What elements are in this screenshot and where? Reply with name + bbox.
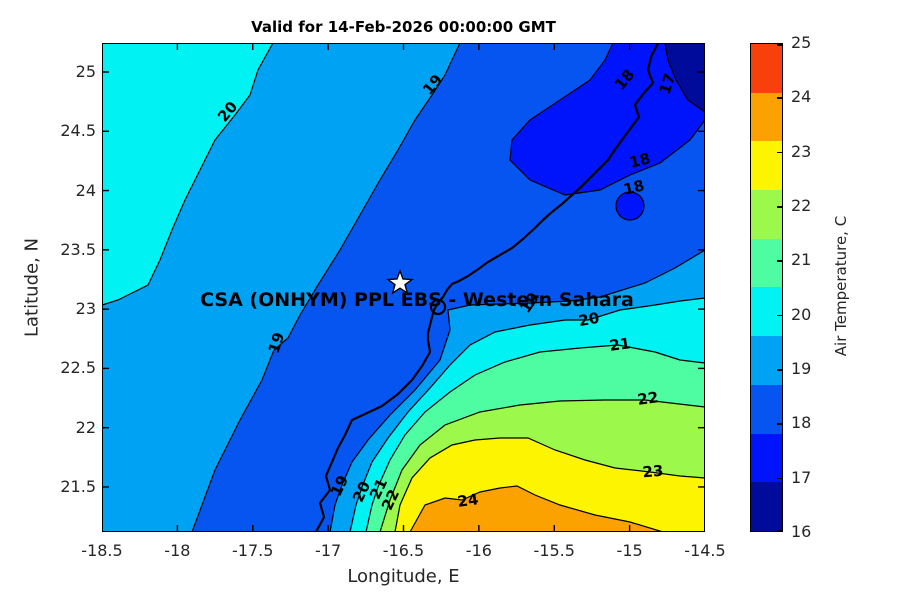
y-tick-label-22.5: 22.5: [60, 358, 96, 378]
colorbar-segment: [751, 336, 782, 385]
contour-label-18: 18: [622, 176, 647, 199]
colorbar-segment: [751, 190, 782, 239]
contour-label-21: 21: [608, 334, 631, 355]
colorbar-segment: [751, 384, 782, 434]
contour-line-19-west: [191, 43, 461, 532]
contour-line-19-southeast: [329, 249, 705, 532]
y-tick-label-21.5: 21.5: [60, 476, 96, 496]
colorbar-tick-mark: [777, 97, 783, 99]
colorbar-tick-label-19: 19: [791, 359, 812, 378]
x-tick-label--18: -18: [164, 541, 191, 560]
x-tick-label--15.5: -15.5: [533, 541, 575, 560]
temp-band-17-18-small-blob: [615, 191, 645, 221]
y-tick-label-25: 25: [75, 62, 96, 81]
colorbar: [750, 43, 783, 532]
contour-line-21-southeast: [365, 344, 705, 532]
colorbar-tick-label-16: 16: [791, 522, 812, 541]
colorbar-segment: [751, 44, 782, 93]
contour-lines: [102, 43, 705, 532]
colorbar-tick-label-20: 20: [791, 304, 812, 324]
colorbar-title: Air Temperature, C: [832, 215, 850, 357]
coastline: [315, 43, 659, 532]
x-tick-label--15: -15: [616, 541, 643, 560]
y-tick-label-24.5: 24.5: [60, 121, 96, 141]
y-axis-title: Latitude, N: [21, 238, 43, 337]
colorbar-segment: [751, 92, 782, 142]
colorbar-segment: [751, 287, 782, 337]
colorbar-tick-label-24: 24: [791, 87, 812, 107]
colorbar-tick-mark: [777, 369, 783, 371]
colorbar-tick-mark: [777, 530, 783, 532]
colorbar-tick-mark: [777, 44, 783, 46]
temp-band-24-25-south: [410, 486, 663, 532]
x-axis-title: Longitude, E: [347, 566, 460, 587]
colorbar-tick-label-17: 17: [791, 467, 812, 487]
colorbar-tick-mark: [777, 260, 783, 262]
y-tick-label-23: 23: [75, 299, 96, 319]
colorbar-segment: [751, 482, 782, 531]
y-tick-label-24: 24: [75, 180, 96, 200]
map-plot-area: 20 19 18 17 18 18 19 19 20 21 22 23 24 19 20 21 22 CSA (…: [102, 43, 705, 532]
temp-band-20-21-northwest: [102, 43, 273, 305]
colorbar-tick-label-23: 23: [791, 141, 812, 161]
x-tick-label--17: -17: [315, 541, 342, 560]
colorbar-tick-label-21: 21: [791, 250, 812, 270]
x-tick-label--18.5: -18.5: [81, 541, 123, 560]
colorbar-segment: [751, 433, 782, 483]
coastline-main: [315, 43, 659, 532]
colorbar-segment: [751, 141, 782, 191]
colorbar-tick-mark: [777, 151, 783, 154]
contour-label-23: 23: [642, 462, 664, 482]
plot-border: [102, 43, 705, 532]
location-star-marker: [386, 269, 414, 295]
contour-line-20-southeast: [349, 297, 705, 532]
contour-line-22-southeast: [379, 399, 705, 532]
contour-label-24: 24: [456, 490, 479, 511]
axis-tick-marks: [102, 43, 705, 532]
contour-label-19: 19: [265, 330, 289, 355]
temp-band-17-18-blob: [510, 43, 705, 195]
contour-label-20: 20: [577, 309, 601, 330]
x-tick-label--17.5: -17.5: [232, 541, 274, 560]
contour-label-18: 18: [628, 149, 653, 172]
contour-label-17: 17: [656, 71, 680, 96]
colorbar-tick-mark: [777, 477, 783, 480]
x-tick-label--16.5: -16.5: [382, 541, 425, 560]
contour-line-17: [664, 43, 705, 113]
colorbar-tick-label-25: 25: [791, 33, 812, 52]
contour-line-23-southeast: [394, 437, 705, 532]
contour-line-20-west: [102, 43, 274, 306]
colorbar-tick-mark: [777, 314, 783, 317]
x-tick-label--14.5: -14.5: [684, 541, 726, 560]
colorbar-segment: [751, 238, 782, 288]
contour-line-24-south: [409, 485, 664, 532]
site-annotation: CSA (ONHYM) PPL EBS - Western Sahara: [200, 289, 634, 311]
y-tick-label-22: 22: [75, 417, 96, 437]
plot-title: Valid for 14-Feb-2026 00:00:00 GMT: [251, 18, 556, 36]
temp-band-16-17-corner: [665, 43, 705, 112]
y-tick-label-23.5: 23.5: [60, 239, 96, 259]
x-tick-label--16: -16: [465, 541, 492, 560]
contour-label-22: 22: [636, 388, 659, 409]
colorbar-tick-mark: [777, 423, 783, 425]
colorbar-tick-mark: [777, 206, 783, 208]
contour-line-18: [509, 43, 705, 196]
coastline-lagoon: [429, 298, 447, 316]
colorbar-tick-label-22: 22: [791, 196, 812, 215]
colorbar-tick-label-18: 18: [791, 413, 812, 433]
